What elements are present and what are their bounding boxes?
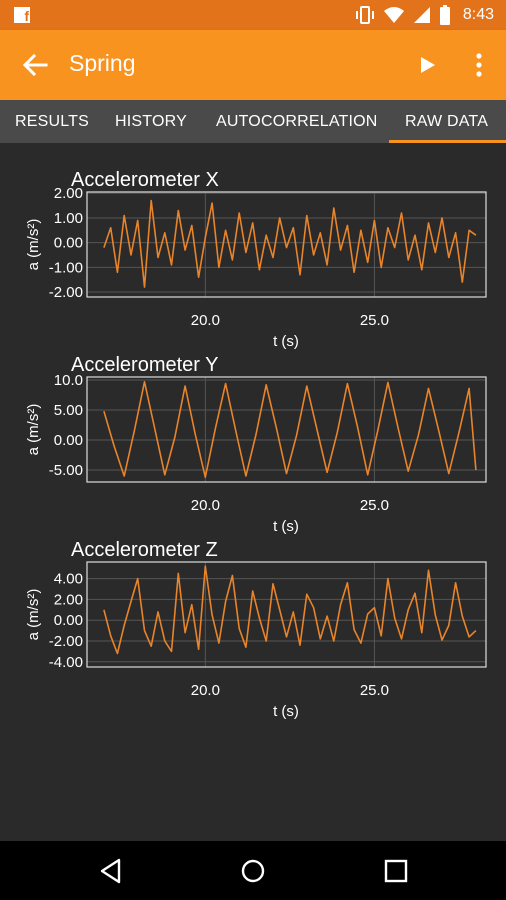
- y-axis-label: a (m/s²): [25, 219, 42, 271]
- y-tick-label: -1.00: [49, 259, 83, 276]
- y-tick-label: 0.00: [54, 235, 83, 252]
- chart-svg: Accelerometer Y10.0 5.00 0.00 -5.00 20.0 25.0…: [25, 354, 487, 535]
- tab-history[interactable]: HISTORY: [115, 112, 187, 130]
- facebook-icon: f: [14, 7, 30, 23]
- x-tick-label: 20.0: [191, 312, 220, 329]
- y-tick-label: 2.00: [54, 591, 83, 608]
- chart-accelerometer-z: Accelerometer Z 4.00 2.00 0.00 -2.00 -4.00 20.…: [0, 535, 506, 720]
- nav-recents-icon[interactable]: [380, 855, 412, 887]
- chart-accelerometer-x: Accelerometer X 2.00 1.00 0.00 -1.00 -2.00 20.…: [0, 165, 506, 350]
- plot-frame: [86, 191, 487, 298]
- y-tick-label: -5.00: [49, 462, 83, 479]
- y-tick-label: -2.00: [49, 284, 83, 301]
- chart-title: Accelerometer X: [71, 169, 219, 191]
- y-axis-label: a (m/s²): [25, 404, 42, 456]
- plot-frame: [86, 376, 487, 483]
- y-tick-label: 0.00: [54, 612, 83, 629]
- y-axis-label: a (m/s²): [25, 589, 42, 641]
- y-tick-label: -4.00: [49, 654, 83, 671]
- y-tick-label: 0.00: [54, 432, 83, 449]
- x-tick-label: 25.0: [360, 682, 389, 699]
- tab-results[interactable]: RESULTS: [15, 112, 90, 130]
- chart-svg: Accelerometer Z 4.00 2.00 0.00 -2.00 -4.00 20.…: [25, 539, 487, 720]
- x-tick-label: 20.0: [191, 682, 220, 699]
- more-vert-icon[interactable]: [466, 48, 492, 82]
- status-icons: 8:43: [355, 0, 494, 30]
- arrow-back-icon[interactable]: [20, 50, 50, 80]
- signal-icon: [413, 7, 430, 23]
- plot-frame: [86, 561, 487, 668]
- status-time: 8:43: [462, 6, 494, 23]
- x-axis-label: t (s): [273, 703, 299, 720]
- vibrate-icon: [355, 6, 374, 24]
- nav-back-icon[interactable]: [95, 855, 127, 887]
- y-tick-label: -2.00: [49, 633, 83, 650]
- page-title: Spring: [69, 50, 136, 76]
- chart-accelerometer-y: Accelerometer Y 10.0 5.00 0.00 -5.00 20.0 25.0…: [0, 350, 506, 535]
- y-tick-label: 4.00: [54, 571, 83, 588]
- wifi-icon: [383, 7, 404, 23]
- app-bar: Spring: [0, 30, 506, 100]
- y-tick-label: 1.00: [54, 210, 83, 227]
- series-line: [103, 199, 477, 288]
- y-tick-label: 2.00: [54, 185, 83, 202]
- x-tick-label: 25.0: [360, 312, 389, 329]
- system-nav-bar: [0, 841, 506, 900]
- chart-title: Accelerometer Z: [71, 539, 218, 561]
- tab-raw-data[interactable]: RAW DATA: [405, 112, 489, 130]
- chart-title: Accelerometer Y: [71, 354, 218, 376]
- battery-icon: [439, 5, 450, 25]
- tab-indicator: [389, 140, 506, 143]
- play-icon[interactable]: [416, 52, 440, 78]
- chart-svg: Accelerometer X2.00 1.00 0.00 -1.00 -2.00 20.…: [25, 169, 487, 350]
- series-line: [103, 565, 477, 655]
- y-tick-label: 5.00: [54, 402, 83, 419]
- tab-bar: RESULTS HISTORY AUTOCORRELATION RAW DATA: [0, 100, 506, 143]
- x-tick-label: 20.0: [191, 497, 220, 514]
- y-tick-label: 10.0: [54, 372, 83, 389]
- x-tick-label: 25.0: [360, 497, 389, 514]
- status-bar: f 8:43: [0, 0, 506, 30]
- nav-home-icon[interactable]: [237, 855, 269, 887]
- x-axis-label: t (s): [273, 333, 299, 350]
- series-line: [103, 380, 477, 478]
- tab-autocorrelation[interactable]: AUTOCORRELATION: [216, 112, 378, 130]
- x-axis-label: t (s): [273, 518, 299, 535]
